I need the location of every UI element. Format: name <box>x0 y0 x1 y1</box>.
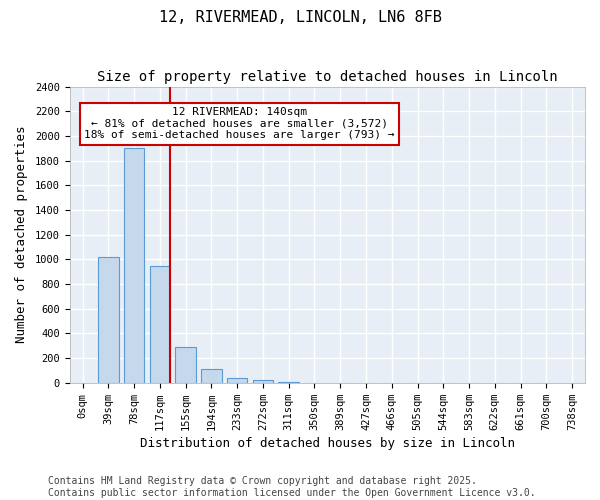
Y-axis label: Number of detached properties: Number of detached properties <box>15 126 28 344</box>
Bar <box>278 382 299 383</box>
Bar <box>124 148 145 383</box>
Bar <box>201 368 221 383</box>
Bar <box>149 266 170 383</box>
Bar <box>253 380 273 383</box>
X-axis label: Distribution of detached houses by size in Lincoln: Distribution of detached houses by size … <box>140 437 515 450</box>
Bar <box>175 347 196 383</box>
Text: 12, RIVERMEAD, LINCOLN, LN6 8FB: 12, RIVERMEAD, LINCOLN, LN6 8FB <box>158 10 442 25</box>
Text: Contains HM Land Registry data © Crown copyright and database right 2025.
Contai: Contains HM Land Registry data © Crown c… <box>48 476 536 498</box>
Bar <box>98 257 119 383</box>
Title: Size of property relative to detached houses in Lincoln: Size of property relative to detached ho… <box>97 70 557 84</box>
Text: 12 RIVERMEAD: 140sqm
← 81% of detached houses are smaller (3,572)
18% of semi-de: 12 RIVERMEAD: 140sqm ← 81% of detached h… <box>85 108 395 140</box>
Bar <box>227 378 247 383</box>
